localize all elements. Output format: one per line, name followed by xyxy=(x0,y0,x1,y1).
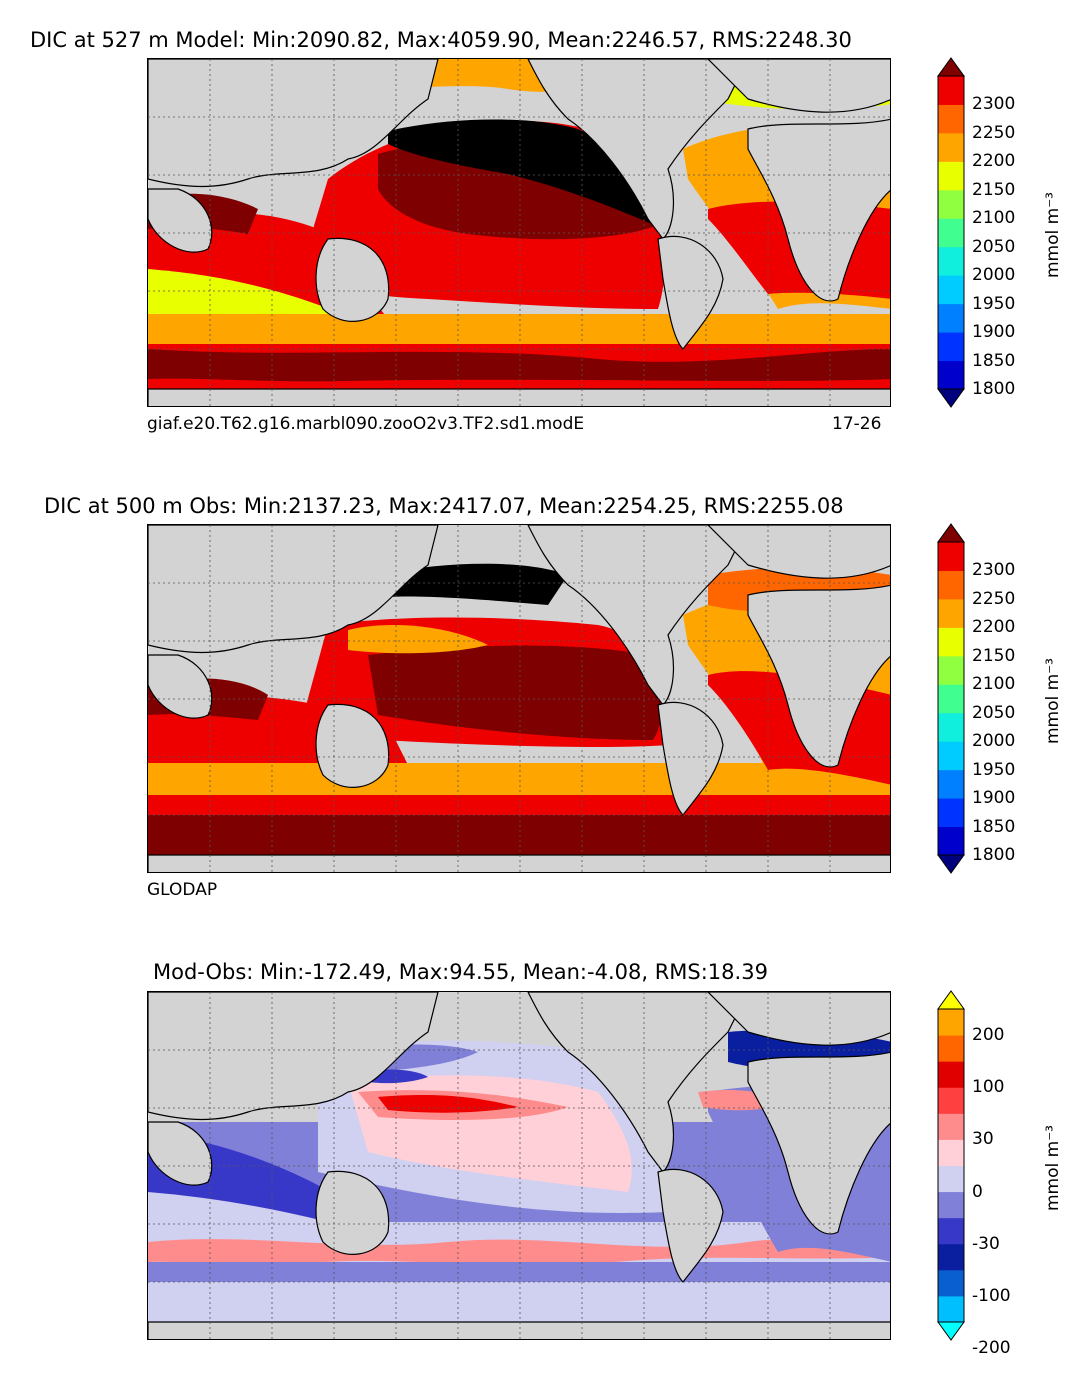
obs-panel: DIC at 500 m Obs: Min:2137.23, Max:2417.… xyxy=(0,466,1087,926)
colorbar-segment xyxy=(938,303,964,333)
colorbar-segment xyxy=(938,246,964,276)
obs-source-name: GLODAP xyxy=(147,880,218,900)
model-colorbar xyxy=(937,57,965,408)
colorbar-frame xyxy=(937,75,965,390)
colorbar-tick-label: 2250 xyxy=(972,122,1016,143)
colorbar-segment xyxy=(938,161,964,191)
colorbar-tick-label: 2200 xyxy=(972,617,1016,638)
colorbar-segment xyxy=(938,1165,964,1193)
colorbar-tick-label: 100 xyxy=(972,1077,1005,1098)
colorbar-segment xyxy=(938,360,964,390)
colorbar-segment xyxy=(938,1295,964,1323)
colorbar-tick-label: 2300 xyxy=(972,94,1016,115)
colorbar-tick-label: 2250 xyxy=(972,588,1016,609)
model-colorbar-ticks: 2300 2250 2200 2150 2100 2050 2000 1950 1900 1850… xyxy=(0,58,1087,407)
colorbar-segment xyxy=(938,741,964,771)
colorbar-segment xyxy=(938,1087,964,1114)
colorbar-segment xyxy=(938,712,964,742)
colorbar-segment xyxy=(938,189,964,219)
colorbar-segment xyxy=(938,1035,964,1062)
colorbar-tick-label: 2050 xyxy=(972,236,1016,257)
model-year-range: 17-26 xyxy=(832,414,882,434)
colorbar-segment xyxy=(938,769,964,799)
colorbar-tick-label: -30 xyxy=(972,1233,1000,1254)
diff-map-canvas xyxy=(148,992,890,1339)
colorbar-segment xyxy=(938,1243,964,1271)
colorbar-tick-label: 1850 xyxy=(972,350,1016,371)
model-panel: DIC at 527 m Model: Min:2090.82, Max:405… xyxy=(0,0,1087,460)
colorbar-segment xyxy=(938,627,964,657)
colorbar-segment xyxy=(938,826,964,856)
colorbar-segment xyxy=(938,1009,964,1036)
colorbar-segment xyxy=(938,332,964,362)
obs-map-title: DIC at 500 m Obs: Min:2137.23, Max:2417.… xyxy=(44,494,844,518)
colorbar-segment xyxy=(938,684,964,714)
colorbar-segment xyxy=(938,76,964,105)
model-dic-map xyxy=(147,58,891,407)
colorbar-segment xyxy=(938,1191,964,1219)
colorbar-tick-label: 1800 xyxy=(972,379,1016,399)
colorbar-tick-label: 2200 xyxy=(972,151,1016,172)
colorbar-segment xyxy=(938,1061,964,1088)
colorbar-segment xyxy=(938,104,964,134)
model-run-name: giaf.e20.T62.g16.marbl090.zooO2v3.TF2.sd… xyxy=(147,414,585,434)
colorbar-tick-label: -100 xyxy=(972,1285,1011,1306)
colorbar-tick-label: 200 xyxy=(972,1025,1005,1046)
colorbar-segment xyxy=(938,798,964,828)
obs-colorbar-ticks: 2300 2250 2200 2150 2100 2050 2000 1950 1900 1850… xyxy=(0,524,1087,873)
colorbar-tick-label: 2150 xyxy=(972,179,1016,200)
colorbar-segment xyxy=(938,1113,964,1140)
colorbar-segment xyxy=(938,655,964,685)
diff-map-title: Mod-Obs: Min:-172.49, Max:94.55, Mean:-4… xyxy=(153,960,768,984)
colorbar-frame xyxy=(937,1008,965,1323)
colorbar-tick-label: 2000 xyxy=(972,731,1016,752)
obs-map-canvas xyxy=(148,525,890,872)
colorbar-tick-label: 1950 xyxy=(972,759,1016,780)
colorbar-frame xyxy=(937,541,965,856)
colorbar-segment xyxy=(938,132,964,162)
colorbar-segment xyxy=(938,1269,964,1297)
model-map-canvas xyxy=(148,59,890,406)
colorbar-tick-label: 1950 xyxy=(972,293,1016,314)
colorbar-tick-label: 0 xyxy=(972,1181,983,1202)
obs-colorbar xyxy=(937,523,965,874)
diff-colorbar xyxy=(937,990,965,1341)
colorbar-segment xyxy=(938,1217,964,1245)
colorbar-tick-label: 2100 xyxy=(972,674,1016,695)
diff-dic-map xyxy=(147,991,891,1340)
colorbar-tick-label: 2300 xyxy=(972,560,1016,581)
colorbar-tick-label: 2050 xyxy=(972,702,1016,723)
colorbar-segment xyxy=(938,275,964,305)
model-map-title: DIC at 527 m Model: Min:2090.82, Max:405… xyxy=(30,28,852,52)
colorbar-tick-label: 2000 xyxy=(972,265,1016,286)
diff-panel: Mod-Obs: Min:-172.49, Max:94.55, Mean:-4… xyxy=(0,933,1087,1393)
colorbar-segment xyxy=(938,218,964,248)
colorbar-tick-label: 2100 xyxy=(972,208,1016,229)
colorbar-segment xyxy=(938,542,964,571)
diff-colorbar-unit: mmol m⁻³ xyxy=(1043,1125,1063,1211)
colorbar-tick-label: 1900 xyxy=(972,788,1016,809)
colorbar-tick-label: 1900 xyxy=(972,322,1016,343)
colorbar-tick-label: 1800 xyxy=(972,845,1016,865)
colorbar-segment xyxy=(938,570,964,600)
colorbar-tick-label: 30 xyxy=(972,1129,994,1150)
diff-colorbar-ticks: 200 100 30 0 -30 -100 -200 xyxy=(0,991,1087,1358)
colorbar-tick-label: 2150 xyxy=(972,645,1016,666)
colorbar-tick-label: -200 xyxy=(972,1338,1011,1359)
colorbar-segment xyxy=(938,598,964,628)
obs-dic-map xyxy=(147,524,891,873)
colorbar-tick-label: 1850 xyxy=(972,816,1016,837)
obs-colorbar-unit: mmol m⁻³ xyxy=(1043,658,1063,744)
model-colorbar-unit: mmol m⁻³ xyxy=(1043,192,1063,278)
colorbar-segment xyxy=(938,1139,964,1166)
